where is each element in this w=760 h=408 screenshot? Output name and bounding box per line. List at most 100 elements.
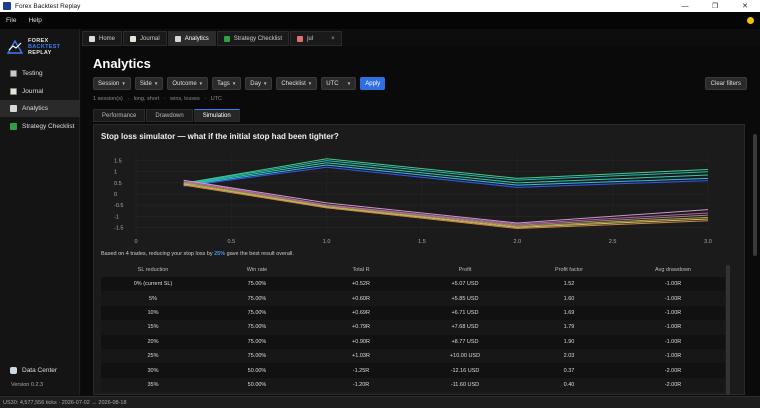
series-line-6 xyxy=(183,183,709,228)
subtab-performance[interactable]: Performance xyxy=(93,109,146,122)
filter-day-button[interactable]: Day ▼ xyxy=(245,77,273,90)
tab-jul[interactable]: jul × xyxy=(290,31,342,46)
sidebar-item-label: Testing xyxy=(22,70,43,77)
sidebar-item-analytics[interactable]: Analytics xyxy=(0,100,80,117)
summary-outcomes: wins, losses xyxy=(170,96,200,102)
series-line-8 xyxy=(183,181,709,226)
filter-tags-button[interactable]: Tags ▼ xyxy=(212,77,242,90)
table-cell: -12.16 USD xyxy=(450,367,480,374)
table-cell: -1.00R xyxy=(664,324,682,331)
filter-label: Session xyxy=(98,80,120,87)
sidebar-item-data-center[interactable]: Data Center xyxy=(0,362,80,379)
filter-side-button[interactable]: Side ▼ xyxy=(134,77,164,90)
series-line-0 xyxy=(183,166,709,188)
table-cell: 75.00% xyxy=(247,309,267,316)
col-profit: Profit xyxy=(458,267,472,273)
note-suffix: gave the best result overall. xyxy=(225,251,294,257)
timezone-select[interactable]: UTC ▼ xyxy=(321,77,357,90)
checklist-icon xyxy=(223,35,230,42)
table-cell: +5.85 USD xyxy=(451,295,479,302)
col-avg-drawdown: Avg drawdown xyxy=(655,267,691,273)
page-scrollbar[interactable] xyxy=(753,134,757,256)
series-line-9 xyxy=(183,180,709,225)
close-window-button[interactable]: ✕ xyxy=(742,3,748,10)
menu-file[interactable]: File xyxy=(6,17,17,24)
window-title: Forex Backtest Replay xyxy=(15,2,81,10)
filter-outcome-button[interactable]: Outcome ▼ xyxy=(167,77,209,90)
logo-line-2: BACKTEST xyxy=(28,44,61,50)
filter-label: Outcome xyxy=(172,80,197,87)
tab-label: Strategy Checklist xyxy=(233,35,283,42)
main-content: Analytics Session ▼ Side ▼ Outcome ▼ Tags ▼ … xyxy=(81,46,760,395)
table-cell: -1.25R xyxy=(352,367,370,374)
page-title: Analytics xyxy=(93,56,151,71)
maximize-button[interactable]: ❐ xyxy=(711,3,719,10)
clear-filters-button[interactable]: Clear filters xyxy=(704,77,747,90)
tab-strategy-checklist[interactable]: Strategy Checklist xyxy=(216,31,290,46)
y-tick-label: 0 xyxy=(114,192,117,198)
subtab-drawdown[interactable]: Drawdown xyxy=(146,109,193,122)
table-cell: +10.00 USD xyxy=(449,353,481,360)
status-dot-icon[interactable] xyxy=(747,17,754,24)
sidebar-item-testing[interactable]: Testing xyxy=(0,65,80,82)
caret-down-icon: ▼ xyxy=(262,81,268,86)
table-row: 25% 75.00% +1.03R +10.00 USD 2.03 -1.00R xyxy=(101,348,725,364)
x-tick-label: 2.0 xyxy=(514,239,522,245)
caret-down-icon: ▼ xyxy=(121,81,126,86)
table-cell: 1.60 xyxy=(563,295,575,302)
table-row: 15% 75.00% +0.79R +7.68 USD 1.79 -1.00R xyxy=(101,320,725,335)
table-scrollbar[interactable] xyxy=(726,265,730,395)
tab-label: Analytics xyxy=(184,35,209,42)
table-row: 10% 75.00% +0.69R +6.71 USD 1.69 -1.00R xyxy=(101,305,725,321)
tab-label: Journal xyxy=(140,35,160,42)
col-win-rate: Win rate xyxy=(246,267,268,273)
summary-timezone: UTC xyxy=(210,96,223,102)
table-cell: 1.79 xyxy=(563,324,575,331)
subtab-simulation[interactable]: Simulation xyxy=(193,109,240,122)
app-logo: FOREX BACKTEST REPLAY xyxy=(6,38,60,56)
apply-button[interactable]: Apply xyxy=(360,77,386,90)
filter-checklist-button[interactable]: Checklist ▼ xyxy=(276,77,318,90)
table-cell: 1.52 xyxy=(563,281,575,288)
filter-label: Tags xyxy=(217,80,230,87)
table-cell: 50.00% xyxy=(247,367,267,374)
table-cell: -1.00R xyxy=(664,353,682,360)
tab-label: jul xyxy=(307,35,314,42)
table-cell: +8.77 USD xyxy=(451,338,479,345)
table-cell: -1.00R xyxy=(664,295,682,302)
analytics-icon xyxy=(10,105,17,112)
sidebar-item-strategy-checklist[interactable]: Strategy Checklist xyxy=(0,118,80,135)
sidebar-item-label: Strategy Checklist xyxy=(22,123,75,130)
simulation-table: SL reduction Win rate Total R Profit Pro… xyxy=(101,263,725,393)
table-cell: 30% xyxy=(147,367,159,374)
sidebar-item-journal[interactable]: Journal xyxy=(0,83,80,100)
table-row: 35% 50.00% -1.20R -11.60 USD 0.40 -2.00R xyxy=(101,377,725,393)
table-row: 5% 75.00% +0.60R +5.85 USD 1.60 -1.00R xyxy=(101,291,725,306)
tab-analytics[interactable]: Analytics xyxy=(167,31,216,46)
table-cell: 5% xyxy=(149,295,157,302)
note-prefix: Based on 4 trades, reducing your stop lo… xyxy=(101,251,215,257)
tab-label: Home xyxy=(99,35,116,42)
table-cell: 0% (current SL) xyxy=(133,281,173,288)
summary-separator: · xyxy=(204,96,207,102)
summary-separator: · xyxy=(127,96,130,102)
table-cell: 75.00% xyxy=(247,295,267,302)
table-cell: 35% xyxy=(147,381,159,388)
table-cell: 75.00% xyxy=(247,281,267,288)
close-tab-icon[interactable]: × xyxy=(331,35,335,42)
logo-mark-icon xyxy=(6,39,24,54)
menu-help[interactable]: Help xyxy=(28,17,42,24)
database-icon xyxy=(10,367,17,374)
minimize-button[interactable]: — xyxy=(681,2,689,10)
series-line-2 xyxy=(183,162,709,186)
filter-session-button[interactable]: Session ▼ xyxy=(93,77,131,90)
table-cell: -2.00R xyxy=(664,367,682,374)
tab-journal[interactable]: Journal xyxy=(123,31,167,46)
chart-icon xyxy=(297,35,304,42)
table-cell: +0.69R xyxy=(352,309,370,316)
table-cell: 0.37 xyxy=(563,367,575,374)
tab-home[interactable]: Home xyxy=(82,31,123,46)
x-tick-label: 0.5 xyxy=(228,239,236,245)
caret-down-icon: ▼ xyxy=(198,81,204,86)
table-cell: 20% xyxy=(147,338,159,345)
